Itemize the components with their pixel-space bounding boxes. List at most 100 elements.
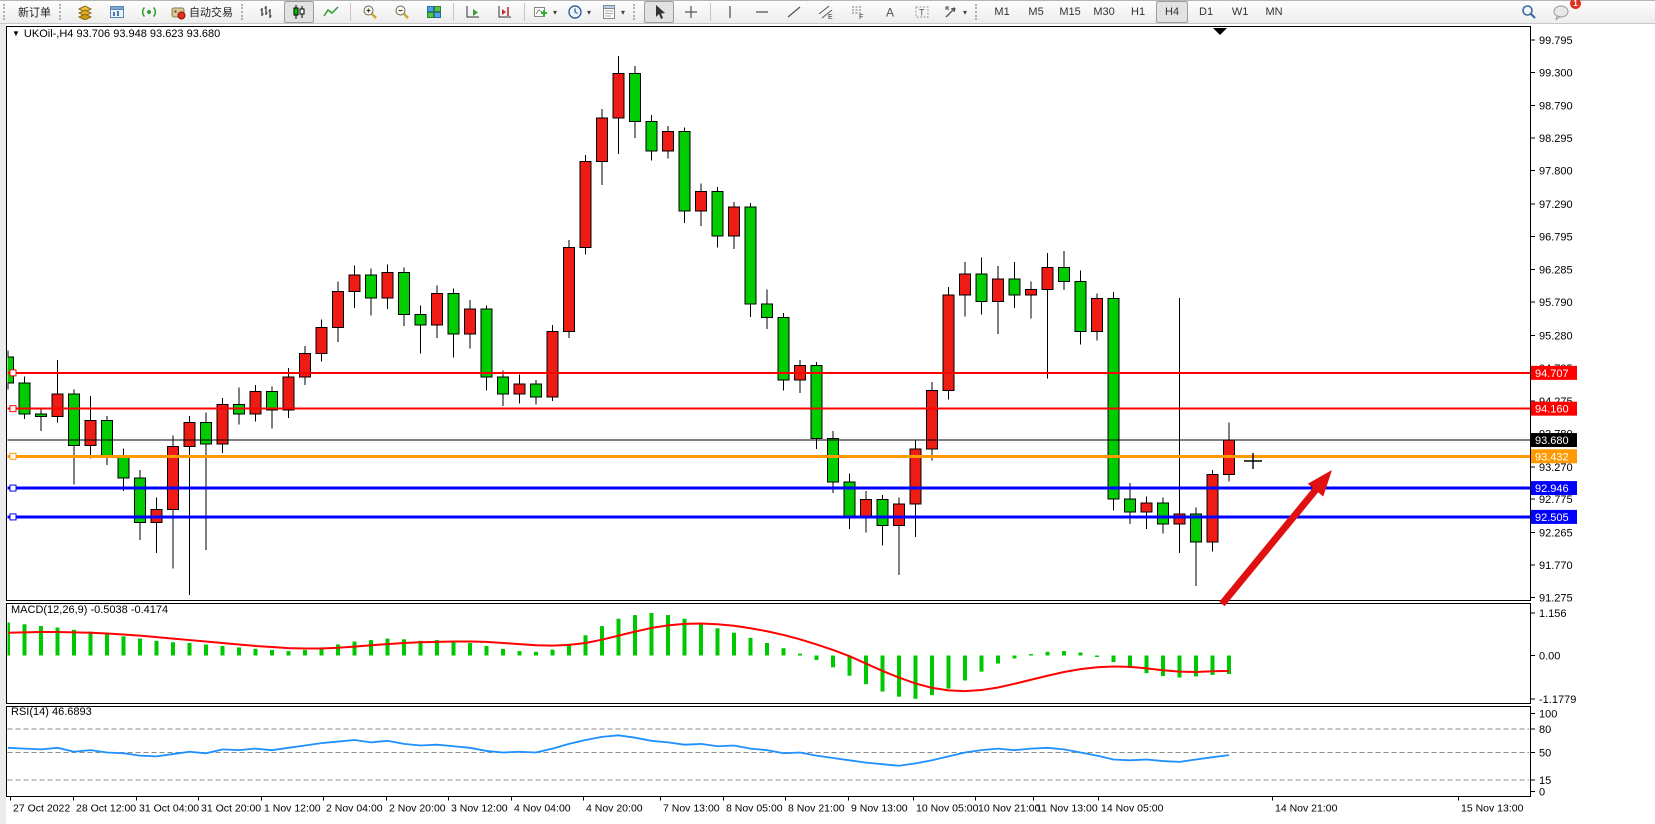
window-edge <box>0 24 6 824</box>
crosshair-button[interactable] <box>676 1 706 23</box>
bear-candle <box>744 206 757 305</box>
autotrading-icon <box>171 7 186 20</box>
macd-histogram-bar <box>270 649 274 656</box>
macd-histogram-bar <box>913 655 918 699</box>
rsi-panel[interactable] <box>6 706 1531 797</box>
timeframe-h4-button[interactable]: H4 <box>1156 1 1189 23</box>
vertical-line-button[interactable] <box>715 1 745 23</box>
time-axis[interactable]: 27 Oct 2022 28 Oct 12:00 31 Oct 04:00 31 Oc… <box>10 796 1524 815</box>
macd-histogram-bar <box>1045 651 1050 656</box>
candlestick-button[interactable] <box>284 1 314 23</box>
time-axis-label: 4 Nov 20:00 <box>586 803 643 815</box>
hline-handle[interactable] <box>9 452 17 460</box>
market-watch-button[interactable] <box>70 1 100 23</box>
time-axis-label: 2 Nov 04:00 <box>326 803 383 815</box>
text-button[interactable]: A <box>875 1 905 23</box>
macd-histogram-bar <box>517 651 522 656</box>
price-tag-label: 93.432 <box>1535 451 1569 463</box>
macd-histogram-bar <box>1012 655 1017 659</box>
templates-button[interactable]: ▾ <box>597 1 629 23</box>
macd-histogram-bar <box>930 655 934 696</box>
hline-handle[interactable] <box>9 369 17 377</box>
time-axis-label: 3 Nov 12:00 <box>451 803 508 815</box>
indicators-button[interactable]: ▾ <box>529 1 561 23</box>
periods-button[interactable]: ▾ <box>563 1 595 23</box>
new-order-button[interactable]: 新订单 <box>14 1 55 23</box>
tile-windows-button[interactable] <box>419 1 449 23</box>
price-axis-label: 93.270 <box>1539 462 1573 474</box>
bar-chart-button[interactable] <box>252 1 282 23</box>
label-button[interactable]: T <box>907 1 937 23</box>
hline-handle[interactable] <box>9 484 17 492</box>
price-tag <box>1531 401 1577 416</box>
timeframe-m1-button[interactable]: M1 <box>994 6 1010 18</box>
bear-candle <box>1124 498 1136 513</box>
chart-nav-triangle[interactable] <box>1213 28 1227 35</box>
timeframe-w1-button[interactable]: W1 <box>1231 6 1249 18</box>
time-axis-label: 7 Nov 13:00 <box>663 803 720 815</box>
price-tag <box>1531 449 1577 464</box>
candles <box>7 56 1235 596</box>
price-tag <box>1531 481 1577 496</box>
bull-candle <box>1206 474 1219 543</box>
macd-histogram-bar <box>319 647 324 656</box>
vertical-line-icon <box>729 6 731 18</box>
macd-histogram-bar <box>897 655 901 697</box>
signals-button[interactable] <box>134 1 164 23</box>
price-axis-label: 95.790 <box>1539 297 1573 309</box>
fibonacci-icon: F <box>852 6 863 20</box>
channel-button[interactable]: E <box>811 1 841 23</box>
macd-histogram-bar <box>1078 652 1083 656</box>
hline-handle[interactable] <box>9 405 17 413</box>
tile-windows-icon <box>427 6 441 18</box>
rsi-axis-label: 100 <box>1539 709 1557 721</box>
rsi-axis-label: 0 <box>1539 787 1545 799</box>
autotrading-button[interactable]: 自动交易 <box>166 1 237 23</box>
horizontal-line-button[interactable] <box>747 1 777 23</box>
trend-arrow-annotation[interactable] <box>1219 470 1332 607</box>
zoom-in-button[interactable] <box>355 1 385 23</box>
macd-axis-label: -1.1779 <box>1539 694 1576 706</box>
macd-histogram-bar <box>1210 655 1215 675</box>
chart-shift-button[interactable] <box>490 1 520 23</box>
trendline-button[interactable] <box>779 1 809 23</box>
timeframe-m30-button[interactable]: M30 <box>1093 6 1115 18</box>
plus-marker <box>1244 453 1262 469</box>
price-axis-label: 91.275 <box>1539 592 1573 604</box>
bear-candle <box>678 130 691 212</box>
horizontal-line-icon <box>756 11 769 13</box>
macd-histogram-bar <box>1177 655 1182 678</box>
bull-candle <box>1173 513 1186 525</box>
cursor-button[interactable] <box>644 1 675 23</box>
line-chart-button[interactable] <box>316 1 346 23</box>
search-button[interactable] <box>1514 1 1544 23</box>
price-tag-label: 92.505 <box>1535 512 1569 524</box>
chart-window-button[interactable] <box>102 1 132 23</box>
timeframe-mn-button[interactable]: MN <box>1265 6 1283 18</box>
chevron-down-icon: ▼ <box>12 29 20 38</box>
macd-histogram-bar <box>847 655 852 676</box>
hline-handle[interactable] <box>9 513 17 521</box>
timeframe-h1-button[interactable]: H1 <box>1131 6 1146 18</box>
timeframe-d1-button[interactable]: D1 <box>1199 6 1214 18</box>
price-axis-label: 99.795 <box>1539 35 1573 47</box>
bear-candle <box>761 303 773 319</box>
chevron-down-icon: ▾ <box>963 7 968 17</box>
macd-histogram-bar <box>831 655 835 668</box>
fibonacci-button[interactable]: F <box>843 1 873 23</box>
shapes-button[interactable]: ▾ <box>939 1 971 23</box>
auto-scroll-button[interactable] <box>458 1 488 23</box>
price-axis[interactable]: 99.795 99.300 98.790 98.295 97.800 97.290 96.7… <box>1530 35 1576 799</box>
chart-canvas[interactable]: 99.795 99.300 98.790 98.295 97.800 97.290 96.7… <box>0 24 1655 824</box>
new-order-label: 新订单 <box>18 7 51 19</box>
toolbar-grip <box>633 4 640 20</box>
timeframe-m15-button[interactable]: M15 <box>1059 6 1081 18</box>
timeframe-m5-button[interactable]: M5 <box>1028 6 1044 18</box>
search-icon <box>1522 5 1536 19</box>
bull-candle <box>942 294 955 391</box>
zoom-out-button[interactable] <box>387 1 417 23</box>
macd-histogram-bar <box>666 615 670 656</box>
bear-candle <box>810 364 823 440</box>
notifications-button[interactable]: 1 <box>1546 0 1581 23</box>
macd-histogram-bar <box>616 618 621 656</box>
